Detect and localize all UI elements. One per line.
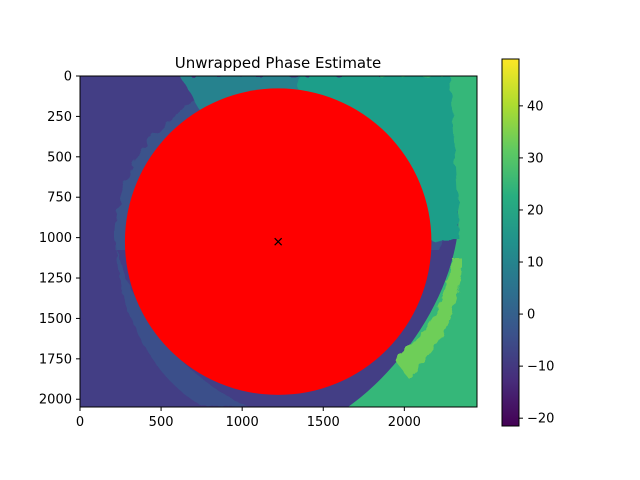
chart-title: Unwrapped Phase Estimate bbox=[175, 54, 381, 72]
y-axis-ticks: 0 250 500 750 1000 1250 1500 1750 2000 bbox=[39, 70, 80, 408]
colorbar-tick-label: 0 bbox=[527, 308, 535, 323]
plot-area: 0 500 1000 1500 2000 0 250 500 750 1000 1250 1500 1… bbox=[39, 54, 478, 430]
x-tick-label: 2000 bbox=[388, 415, 421, 430]
y-tick-label: 250 bbox=[47, 110, 72, 125]
y-tick-label: 1750 bbox=[39, 352, 72, 367]
y-tick-label: 0 bbox=[64, 70, 72, 85]
phase-heatmap bbox=[80, 76, 477, 407]
x-tick-label: 1500 bbox=[307, 415, 340, 430]
x-tick-label: 500 bbox=[149, 415, 174, 430]
colorbar-gradient bbox=[502, 59, 519, 426]
x-tick-label: 1000 bbox=[226, 415, 259, 430]
y-tick-label: 1000 bbox=[39, 231, 72, 246]
center-x-marker bbox=[274, 237, 283, 246]
y-tick-label: 500 bbox=[47, 150, 72, 165]
y-tick-label: 2000 bbox=[39, 393, 72, 408]
colorbar-tick-label: 40 bbox=[527, 99, 544, 114]
colorbar-frame bbox=[501, 58, 520, 427]
colorbar-ticks: −20 −10 0 10 20 30 40 bbox=[519, 99, 554, 427]
x-tick-label: 0 bbox=[76, 415, 84, 430]
colorbar: −20 −10 0 10 20 30 40 bbox=[501, 58, 554, 427]
x-axis-ticks: 0 500 1000 1500 2000 bbox=[76, 407, 421, 430]
colorbar-tick-label: −10 bbox=[527, 360, 554, 375]
colorbar-tick-label: 30 bbox=[527, 151, 544, 166]
region-lower-right-bright-patch bbox=[395, 258, 462, 378]
colorbar-tick-label: 10 bbox=[527, 256, 544, 271]
center-marker-stroke-b bbox=[274, 237, 283, 246]
region-lower-left-annulus bbox=[116, 245, 248, 407]
colorbar-tick-label: 20 bbox=[527, 203, 544, 218]
y-tick-label: 1500 bbox=[39, 312, 72, 327]
y-tick-label: 1250 bbox=[39, 272, 72, 287]
plot-frame bbox=[79, 75, 478, 408]
colorbar-tick-label: −20 bbox=[527, 412, 554, 427]
y-tick-label: 750 bbox=[47, 191, 72, 206]
